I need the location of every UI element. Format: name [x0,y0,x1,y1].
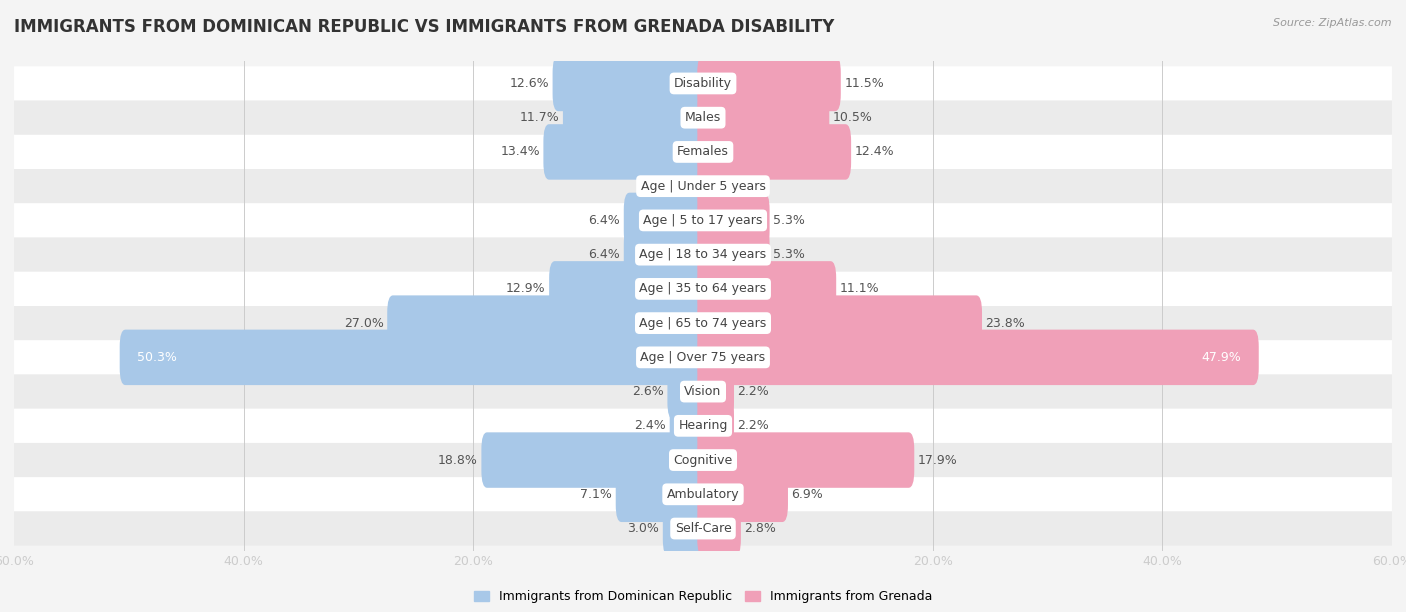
Text: 2.8%: 2.8% [744,522,776,535]
Text: 7.1%: 7.1% [581,488,612,501]
Text: Age | Under 5 years: Age | Under 5 years [641,180,765,193]
Text: Ambulatory: Ambulatory [666,488,740,501]
FancyBboxPatch shape [697,227,769,282]
FancyBboxPatch shape [697,466,787,522]
Text: 23.8%: 23.8% [986,316,1025,330]
FancyBboxPatch shape [697,398,734,453]
Text: 2.2%: 2.2% [738,419,769,432]
FancyBboxPatch shape [14,135,1392,169]
FancyBboxPatch shape [697,501,741,556]
Text: 50.3%: 50.3% [136,351,177,364]
FancyBboxPatch shape [697,296,981,351]
Text: 17.9%: 17.9% [918,453,957,466]
FancyBboxPatch shape [14,340,1392,375]
FancyBboxPatch shape [697,330,1258,385]
FancyBboxPatch shape [553,56,709,111]
Text: Age | 18 to 34 years: Age | 18 to 34 years [640,248,766,261]
Text: 5.3%: 5.3% [773,214,804,227]
Text: Disability: Disability [673,77,733,90]
FancyBboxPatch shape [550,261,709,316]
FancyBboxPatch shape [481,432,709,488]
Text: 0.94%: 0.94% [723,180,762,193]
Text: 2.4%: 2.4% [634,419,666,432]
FancyBboxPatch shape [669,398,709,453]
FancyBboxPatch shape [697,261,837,316]
FancyBboxPatch shape [14,237,1392,272]
Text: 2.6%: 2.6% [633,385,664,398]
Text: Age | 5 to 17 years: Age | 5 to 17 years [644,214,762,227]
FancyBboxPatch shape [14,443,1392,477]
Text: 11.5%: 11.5% [844,77,884,90]
Text: Age | 35 to 64 years: Age | 35 to 64 years [640,282,766,296]
FancyBboxPatch shape [14,100,1392,135]
FancyBboxPatch shape [14,375,1392,409]
Text: 11.1%: 11.1% [839,282,879,296]
Text: Age | Over 75 years: Age | Over 75 years [641,351,765,364]
FancyBboxPatch shape [14,203,1392,237]
Text: 6.4%: 6.4% [589,248,620,261]
Text: 5.3%: 5.3% [773,248,804,261]
Text: 47.9%: 47.9% [1202,351,1241,364]
Text: Hearing: Hearing [678,419,728,432]
Text: 27.0%: 27.0% [344,316,384,330]
FancyBboxPatch shape [14,306,1392,340]
Text: 12.4%: 12.4% [855,146,894,159]
FancyBboxPatch shape [616,466,709,522]
FancyBboxPatch shape [14,66,1392,100]
FancyBboxPatch shape [624,227,709,282]
FancyBboxPatch shape [562,90,709,146]
Text: 13.4%: 13.4% [501,146,540,159]
Text: Cognitive: Cognitive [673,453,733,466]
FancyBboxPatch shape [14,409,1392,443]
Text: IMMIGRANTS FROM DOMINICAN REPUBLIC VS IMMIGRANTS FROM GRENADA DISABILITY: IMMIGRANTS FROM DOMINICAN REPUBLIC VS IM… [14,18,834,36]
Text: 6.9%: 6.9% [792,488,823,501]
FancyBboxPatch shape [668,364,709,419]
Text: 6.4%: 6.4% [589,214,620,227]
Text: 12.6%: 12.6% [509,77,550,90]
FancyBboxPatch shape [14,272,1392,306]
Text: 11.7%: 11.7% [520,111,560,124]
Text: Source: ZipAtlas.com: Source: ZipAtlas.com [1274,18,1392,28]
Text: 10.5%: 10.5% [832,111,873,124]
Text: Vision: Vision [685,385,721,398]
FancyBboxPatch shape [697,193,769,248]
FancyBboxPatch shape [697,56,841,111]
FancyBboxPatch shape [14,512,1392,546]
FancyBboxPatch shape [697,159,720,214]
Text: Self-Care: Self-Care [675,522,731,535]
FancyBboxPatch shape [697,90,830,146]
Text: 2.2%: 2.2% [738,385,769,398]
FancyBboxPatch shape [14,169,1392,203]
FancyBboxPatch shape [685,159,709,214]
FancyBboxPatch shape [543,124,709,180]
FancyBboxPatch shape [387,296,709,351]
Text: Males: Males [685,111,721,124]
FancyBboxPatch shape [14,477,1392,512]
Text: 12.9%: 12.9% [506,282,546,296]
Text: Females: Females [678,146,728,159]
FancyBboxPatch shape [697,432,914,488]
Text: Age | 65 to 74 years: Age | 65 to 74 years [640,316,766,330]
FancyBboxPatch shape [697,124,851,180]
Text: 18.8%: 18.8% [439,453,478,466]
Text: 1.1%: 1.1% [650,180,681,193]
FancyBboxPatch shape [120,330,709,385]
Text: 3.0%: 3.0% [627,522,659,535]
FancyBboxPatch shape [662,501,709,556]
Legend: Immigrants from Dominican Republic, Immigrants from Grenada: Immigrants from Dominican Republic, Immi… [474,591,932,603]
FancyBboxPatch shape [624,193,709,248]
FancyBboxPatch shape [697,364,734,419]
